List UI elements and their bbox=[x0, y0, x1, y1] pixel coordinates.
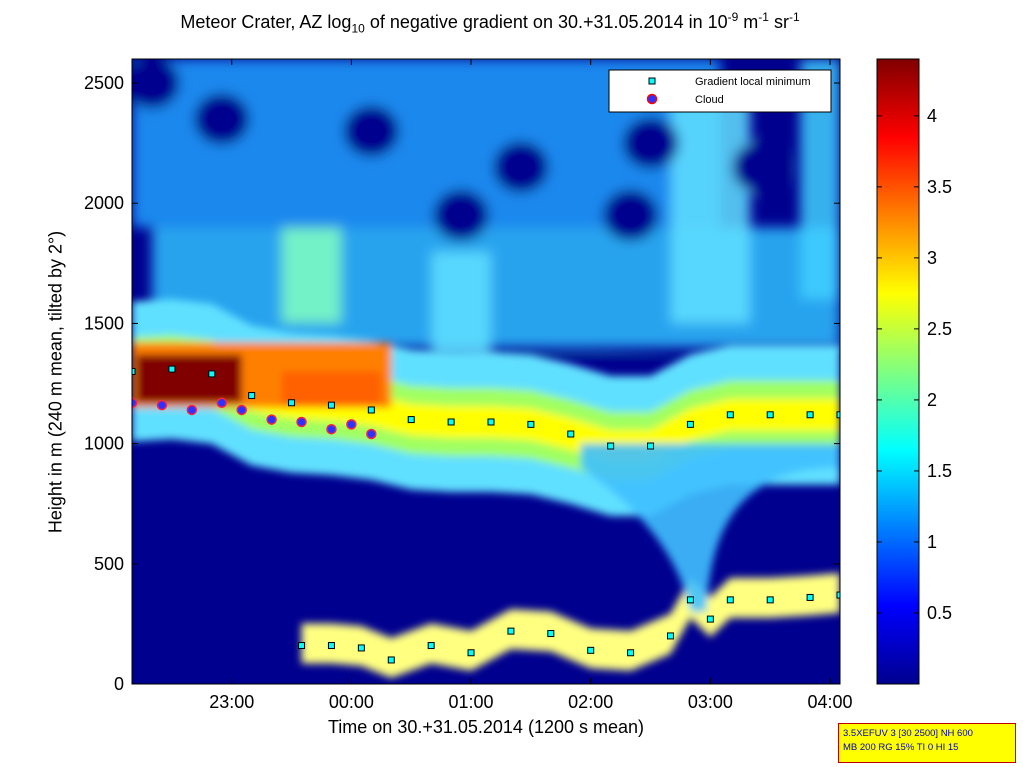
info-line-1: 3.5XEFUV 3 [30 2500] NH 600 bbox=[843, 728, 973, 739]
colorbar-tick-label: 4 bbox=[927, 106, 937, 126]
colorbar-tick-label: 3.5 bbox=[927, 177, 952, 197]
cloud-marker bbox=[186, 404, 198, 416]
colorbar-tick-label: 2.5 bbox=[927, 319, 952, 339]
cloud-marker bbox=[266, 414, 277, 425]
cloud-marker bbox=[132, 397, 138, 408]
colorbar-tick-label: 2 bbox=[927, 390, 937, 410]
gradient-minimum-marker bbox=[327, 401, 335, 409]
plot-frame bbox=[131, 58, 841, 685]
info-line-2: MB 200 RG 15% TI 0 HI 15 bbox=[843, 742, 959, 753]
gradient-minimum-marker bbox=[547, 630, 555, 638]
gradient-minimum-marker bbox=[387, 656, 395, 664]
gradient-minimum-marker bbox=[168, 365, 176, 373]
colorbar: 0.5 1 1.5 2 2.5 3 3.5 4 bbox=[876, 58, 952, 685]
colorbar-tick-label: 3 bbox=[927, 248, 937, 268]
marker-layer bbox=[132, 365, 840, 664]
x-tick-label: 01:00 bbox=[449, 692, 494, 712]
gradient-minimum-marker bbox=[208, 370, 216, 378]
gradient-minimum-marker bbox=[427, 642, 435, 650]
gradient-minimum-marker bbox=[507, 627, 515, 635]
colorbar-tick-label: 1 bbox=[927, 532, 937, 552]
info-box: 3.5XEFUV 3 [30 2500] NH 600 MB 200 RG 15… bbox=[838, 723, 1016, 763]
cloud-marker bbox=[296, 416, 307, 428]
gradient-minimum-marker bbox=[467, 649, 475, 657]
series-0 bbox=[132, 365, 840, 450]
gradient-minimum-marker bbox=[132, 368, 136, 375]
gradient-minimum-marker bbox=[686, 420, 694, 428]
cloud-marker bbox=[346, 419, 357, 430]
gradient-minimum-marker bbox=[487, 418, 495, 426]
cloud-marker bbox=[216, 397, 227, 408]
x-tick-label: 23:00 bbox=[209, 692, 254, 712]
gradient-minimum-marker bbox=[766, 596, 774, 604]
gradient-minimum-marker bbox=[836, 591, 840, 599]
x-tick-label: 04:00 bbox=[808, 692, 853, 712]
cloud-marker bbox=[236, 404, 247, 416]
series-2 bbox=[132, 397, 377, 440]
y-axis-label: Height in m (240 m mean, tilted by 2°) bbox=[45, 230, 66, 534]
gradient-minimum-marker bbox=[647, 442, 655, 450]
y-axis: 0 500 1000 1500 2000 2500 bbox=[84, 73, 840, 694]
series-1 bbox=[298, 591, 840, 664]
x-axis: 23:00 00:00 01:00 02:00 03:00 04:00 bbox=[209, 59, 853, 712]
gradient-minimum-marker bbox=[587, 646, 595, 654]
y-tick-label: 1000 bbox=[84, 434, 124, 454]
gradient-minimum-marker bbox=[327, 642, 335, 650]
gradient-minimum-marker bbox=[527, 420, 535, 428]
legend-square-icon bbox=[648, 77, 656, 85]
y-tick-label: 2000 bbox=[84, 193, 124, 213]
colorbar-tick-label: 0.5 bbox=[927, 603, 952, 623]
gradient-minimum-marker bbox=[666, 632, 674, 640]
x-tick-label: 03:00 bbox=[688, 692, 733, 712]
colorbar-tick-label: 1.5 bbox=[927, 461, 952, 481]
y-tick-label: 0 bbox=[114, 674, 124, 694]
y-tick-label: 1500 bbox=[84, 313, 124, 333]
gradient-minimum-marker bbox=[407, 416, 415, 424]
y-tick-label: 2500 bbox=[84, 73, 124, 93]
gradient-minimum-marker bbox=[627, 649, 635, 657]
cloud-marker bbox=[366, 428, 377, 440]
cloud-marker bbox=[326, 423, 337, 435]
x-axis-label: Time on 30.+31.05.2014 (1200 s mean) bbox=[327, 717, 645, 737]
y-tick-label: 500 bbox=[94, 554, 124, 574]
gradient-minimum-marker bbox=[726, 596, 734, 604]
gradient-minimum-marker bbox=[367, 406, 375, 414]
field-boundary-layer bbox=[132, 299, 840, 678]
gradient-minimum-marker bbox=[726, 411, 734, 419]
legend-label: Gradient local minimum bbox=[695, 76, 811, 88]
cloud-marker bbox=[156, 399, 168, 411]
x-tick-label: 00:00 bbox=[329, 692, 374, 712]
gradient-minimum-marker bbox=[298, 642, 306, 650]
x-tick-label: 02:00 bbox=[568, 692, 613, 712]
gradient-minimum-marker bbox=[567, 430, 575, 438]
legend-box bbox=[608, 69, 832, 113]
heatmap-field bbox=[132, 59, 840, 684]
gradient-minimum-marker bbox=[447, 418, 455, 426]
gradient-minimum-marker bbox=[836, 411, 840, 419]
gradient-minimum-marker bbox=[706, 615, 714, 623]
gradient-minimum-marker bbox=[607, 442, 615, 450]
gradient-minimum-marker bbox=[806, 593, 814, 601]
gradient-minimum-marker bbox=[248, 392, 256, 400]
legend-label: Cloud bbox=[695, 94, 724, 106]
chart-title: Meteor Crater, AZ log10 of negative grad… bbox=[180, 10, 800, 36]
legend: Gradient local minimum Cloud bbox=[608, 69, 832, 113]
field-upper-layer bbox=[132, 59, 840, 388]
gradient-minimum-marker bbox=[766, 411, 774, 419]
gradient-minimum-marker bbox=[357, 644, 365, 652]
gradient-minimum-marker bbox=[686, 596, 694, 604]
gradient-minimum-marker bbox=[288, 399, 296, 407]
gradient-minimum-marker bbox=[806, 411, 814, 419]
legend-circle-icon bbox=[646, 93, 658, 105]
colorbar-scale bbox=[876, 58, 920, 685]
